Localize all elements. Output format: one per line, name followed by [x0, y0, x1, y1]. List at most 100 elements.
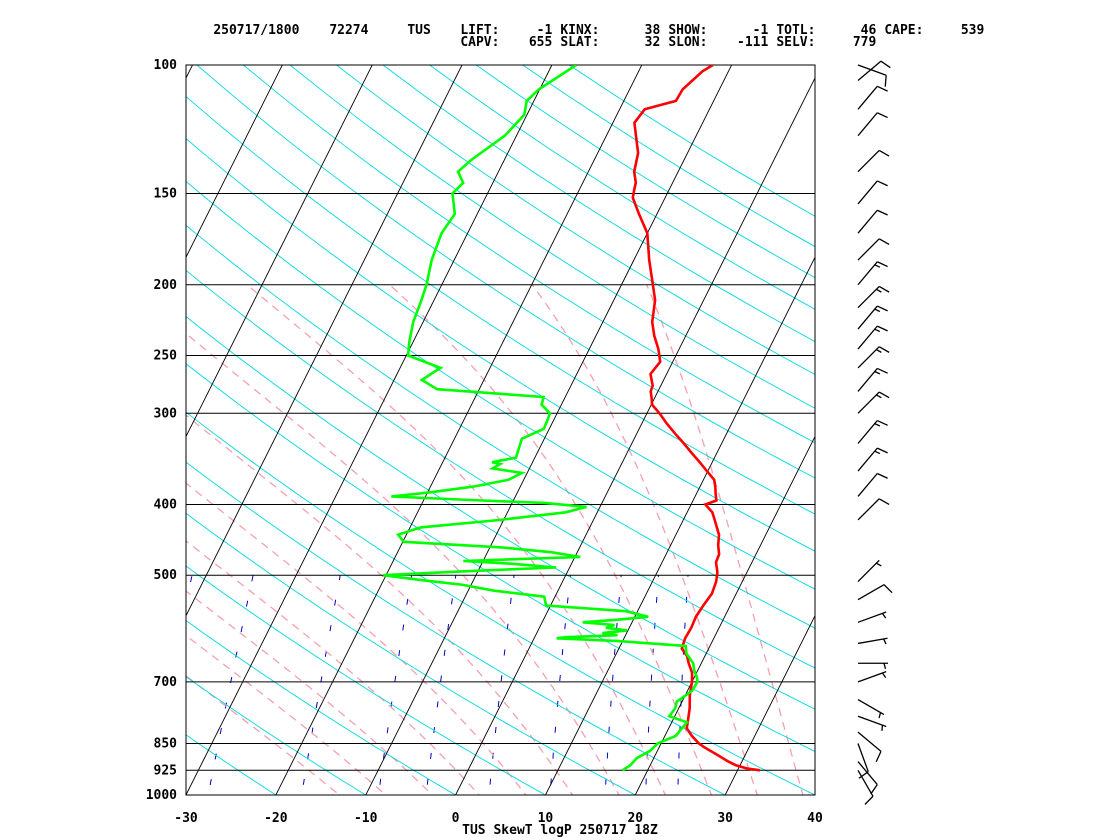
mixing-ratio-line: [78, 575, 135, 810]
dry-adiabat-line: [186, 363, 815, 752]
header-show-value: -1: [752, 23, 769, 38]
wind-barb-staff: [857, 473, 878, 497]
moist-adiabat-line: [186, 332, 620, 795]
moist-adiabat-line: [646, 284, 804, 795]
wind-barb-half-feather: [881, 613, 887, 619]
wind-barb-feather: [878, 238, 890, 246]
wind-barb: [857, 180, 888, 205]
moist-adiabat-line: [186, 482, 527, 795]
wind-barb: [857, 261, 888, 286]
pressure-tick-label: 500: [154, 568, 178, 583]
header-totl-label: TOTL:: [776, 23, 816, 38]
dry-adiabat-line: [196, 65, 815, 479]
wind-barb-feather: [877, 112, 888, 119]
isotherm-line: [186, 65, 553, 795]
isotherm-line: [897, 49, 1120, 811]
wind-barb: [857, 346, 890, 369]
wind-barb-feather: [878, 498, 890, 505]
wind-barb-feather: [884, 75, 887, 87]
wind-barb: [857, 715, 887, 731]
wind-barb: [857, 559, 882, 582]
wind-barb-staff: [857, 64, 887, 76]
wind-barb-feather: [858, 771, 869, 779]
pressure-tick-label: 850: [154, 736, 178, 751]
wind-barb-feather: [877, 305, 888, 312]
wind-barb: [858, 662, 888, 669]
wind-barb-half-feather: [876, 288, 882, 293]
wind-barb-staff: [857, 769, 874, 797]
wind-barb-feather: [877, 261, 888, 268]
mixing-ratio-line: [549, 575, 571, 795]
wind-barb-staff: [857, 671, 887, 683]
wind-barb: [857, 85, 888, 110]
mixing-ratio-line: [645, 575, 659, 795]
wind-barb-half-feather: [881, 672, 887, 679]
header-show-label: SHOW:: [668, 23, 708, 38]
isotherm-line: [186, 65, 194, 80]
wind-barb: [857, 238, 890, 261]
wind-barb-half-feather: [876, 562, 882, 567]
wind-barb-half-feather: [876, 348, 882, 353]
dry-adiabat-line: [186, 794, 187, 795]
wind-barb-staff: [857, 346, 880, 369]
wind-barb: [857, 209, 888, 234]
wind-barb: [857, 472, 888, 497]
wind-barb-staff: [857, 209, 878, 234]
wind-barb-staff: [857, 498, 880, 521]
wind-barb-feather: [864, 795, 874, 805]
wind-barb-staff: [857, 447, 878, 472]
header-slat-label: SLAT:: [560, 35, 600, 50]
wind-barb-feather: [870, 784, 878, 795]
wind-barb: [857, 367, 888, 392]
wind-barb: [857, 305, 888, 330]
header-capv-value: 655: [528, 35, 553, 50]
wind-barb-staff: [857, 391, 880, 414]
isotherm-line: [275, 65, 643, 795]
isotherm-line: [186, 65, 373, 438]
header-slat-value: 32: [644, 35, 661, 50]
header-capv-label: CAPV:: [460, 35, 500, 50]
wind-barb: [857, 447, 888, 472]
dry-adiabat-line: [243, 65, 815, 444]
header-station-id: TUS: [407, 23, 431, 38]
isotherm-line: [0, 49, 111, 811]
pressure-tick-label: 100: [154, 58, 178, 73]
wind-barb: [857, 584, 893, 601]
dry-adiabat-line: [336, 65, 815, 376]
wind-barb-staff: [857, 611, 887, 623]
wind-barb-feather: [877, 419, 888, 426]
dry-adiabat-line: [186, 411, 815, 795]
dry-adiabat-line: [186, 676, 367, 795]
wind-barb-staff: [857, 325, 878, 350]
wind-barb-staff: [857, 305, 878, 330]
wind-barb-staff: [857, 368, 878, 392]
wind-barb-half-feather: [874, 264, 881, 268]
wind-barb-feather: [878, 346, 890, 353]
mixing-ratio-line: [207, 575, 254, 795]
wind-barb: [857, 761, 878, 795]
wind-barb: [857, 112, 888, 137]
header-slon-label: SLON:: [668, 35, 708, 50]
dry-adiabat-line: [186, 620, 457, 795]
moist-adiabats: [186, 284, 804, 795]
isotherm-line: [186, 65, 283, 259]
wind-barb-half-feather: [874, 450, 881, 455]
dry-adiabat-line: [186, 95, 815, 515]
moist-adiabat-line: [186, 590, 434, 795]
mixing-ratio-line: [677, 575, 689, 795]
wind-barb: [857, 611, 887, 623]
temperature-trace: [631, 65, 761, 772]
wind-barb-half-feather: [883, 638, 887, 645]
header-cape-value: 539: [960, 23, 985, 38]
dry-adiabat-line: [289, 65, 815, 409]
header-cape-label: CAPE:: [884, 23, 924, 38]
wind-barb-staff: [857, 743, 869, 772]
pressure-tick-label: 200: [154, 278, 178, 293]
dry-adiabat-line: [186, 512, 637, 795]
wind-barb-staff: [857, 180, 878, 205]
dry-adiabat-line: [186, 269, 815, 669]
temperature-tick-labels: -30 -20 -10 0 10 20 30 40: [174, 811, 823, 826]
wind-barb-staff: [857, 261, 878, 286]
moist-adiabat-line: [389, 284, 713, 795]
wind-barb-feather: [875, 751, 882, 762]
